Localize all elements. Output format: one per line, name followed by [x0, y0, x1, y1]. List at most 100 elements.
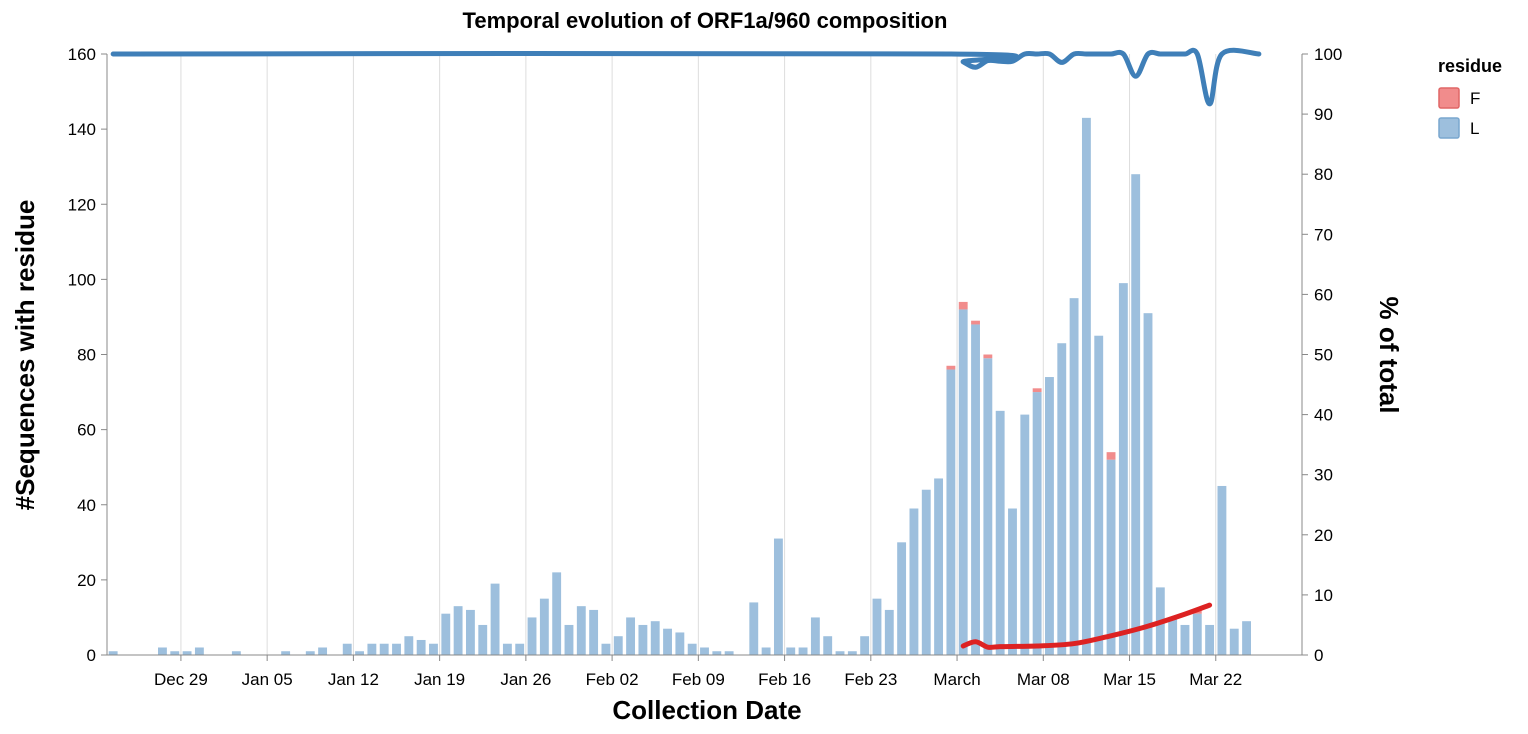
y-tick-label: 0 — [87, 646, 96, 665]
x-tick-label: March — [933, 670, 980, 689]
bar-L — [675, 632, 685, 655]
y2-tick-label: 50 — [1314, 346, 1333, 365]
bar-L — [453, 606, 463, 655]
chart-title: Temporal evolution of ORF1a/960 composit… — [463, 8, 948, 33]
bar-L — [490, 583, 500, 655]
bars — [108, 117, 1251, 655]
y2-tick-label: 40 — [1314, 406, 1333, 425]
bar-L — [367, 643, 377, 655]
bar-L — [342, 643, 352, 655]
bar-L — [527, 617, 537, 655]
bar-L — [1057, 343, 1067, 655]
legend-title: residue — [1438, 56, 1502, 76]
legend-swatch-L — [1438, 117, 1460, 139]
bar-L — [909, 508, 919, 655]
bar-L — [884, 609, 894, 655]
y-tick-label: 120 — [68, 195, 96, 214]
y2-tick-label: 30 — [1314, 466, 1333, 485]
y2-tick-label: 70 — [1314, 225, 1333, 244]
bar-L — [355, 651, 364, 655]
bar-L — [465, 609, 475, 655]
bar-L — [539, 598, 549, 655]
y2-tick-label: 20 — [1314, 526, 1333, 545]
bar-L — [1008, 508, 1017, 655]
bar-L — [1217, 485, 1227, 655]
bar-L — [576, 606, 586, 655]
y-axis-right: 0 10 20 30 40 50 60 70 80 90 100 — [1301, 45, 1342, 665]
x-tick-label: Jan 12 — [328, 670, 379, 689]
bar-L — [1205, 624, 1215, 655]
bar-L — [687, 643, 697, 655]
x-axis-title: Collection Date — [612, 695, 801, 725]
bar-F — [983, 354, 993, 359]
bar-L — [724, 651, 734, 655]
bar-L — [1242, 621, 1251, 655]
bar-L — [1069, 298, 1079, 655]
bar-L — [638, 624, 648, 655]
bar-L — [404, 636, 414, 655]
bar-L — [564, 624, 574, 655]
bar-L — [1192, 613, 1202, 655]
bar-L — [1131, 174, 1141, 655]
bar-L — [847, 651, 857, 655]
legend: residue FL — [1438, 56, 1502, 139]
bar-L — [194, 647, 204, 655]
bar-L — [429, 643, 438, 655]
bar-L — [786, 647, 796, 655]
bar-L — [1045, 377, 1054, 655]
bar-L — [182, 651, 192, 655]
bar-L — [170, 651, 180, 655]
bar-L — [379, 643, 389, 655]
bar-F — [958, 301, 968, 310]
bar-L — [897, 542, 907, 655]
bar-L — [158, 647, 167, 655]
bar-L — [1032, 392, 1042, 655]
x-tick-label: Feb 16 — [758, 670, 811, 689]
bar-L — [823, 636, 833, 655]
bar-L — [601, 643, 611, 655]
bar-L — [798, 647, 808, 655]
x-tick-label: Jan 05 — [242, 670, 293, 689]
x-tick-label: Feb 09 — [672, 670, 725, 689]
x-tick-label: Mar 22 — [1189, 670, 1242, 689]
pct-lines — [110, 47, 1262, 650]
bar-L — [946, 369, 956, 655]
bar-L — [773, 538, 783, 655]
bar-L — [1020, 414, 1030, 655]
bar-L — [589, 609, 599, 655]
x-tick-label: Jan 26 — [500, 670, 551, 689]
y-tick-label: 60 — [77, 421, 96, 440]
y-tick-label: 40 — [77, 496, 96, 515]
x-tick-label: Mar 08 — [1017, 670, 1070, 689]
bar-L — [1118, 283, 1128, 655]
y-tick-label: 20 — [77, 571, 96, 590]
bar-L — [281, 651, 291, 655]
bar-L — [613, 636, 623, 655]
bar-L — [872, 598, 882, 655]
y2-tick-label: 10 — [1314, 586, 1333, 605]
y-tick-label: 160 — [68, 45, 96, 64]
bar-L — [318, 647, 328, 655]
y-axis-title: #Sequences with residue — [10, 200, 40, 511]
bar-L — [650, 621, 660, 655]
y2-tick-label: 80 — [1314, 165, 1333, 184]
bar-L — [934, 478, 944, 655]
bar-L — [983, 358, 993, 655]
y-tick-label: 80 — [77, 346, 96, 365]
bar-L — [1229, 628, 1239, 655]
y-tick-label: 140 — [68, 120, 96, 139]
bar-L — [515, 643, 525, 655]
bar-L — [860, 636, 870, 655]
bar-L — [749, 602, 759, 655]
bar-L — [810, 617, 820, 655]
y2-axis-title: % of total — [1374, 297, 1404, 414]
x-tick-label: Feb 02 — [586, 670, 639, 689]
pct-line-L — [110, 47, 1262, 107]
bar-L — [971, 324, 980, 655]
y2-tick-label: 100 — [1314, 45, 1342, 64]
bar-L — [552, 572, 562, 655]
bar-L — [502, 643, 512, 655]
y-tick-label: 100 — [68, 270, 96, 289]
bar-L — [663, 628, 672, 655]
